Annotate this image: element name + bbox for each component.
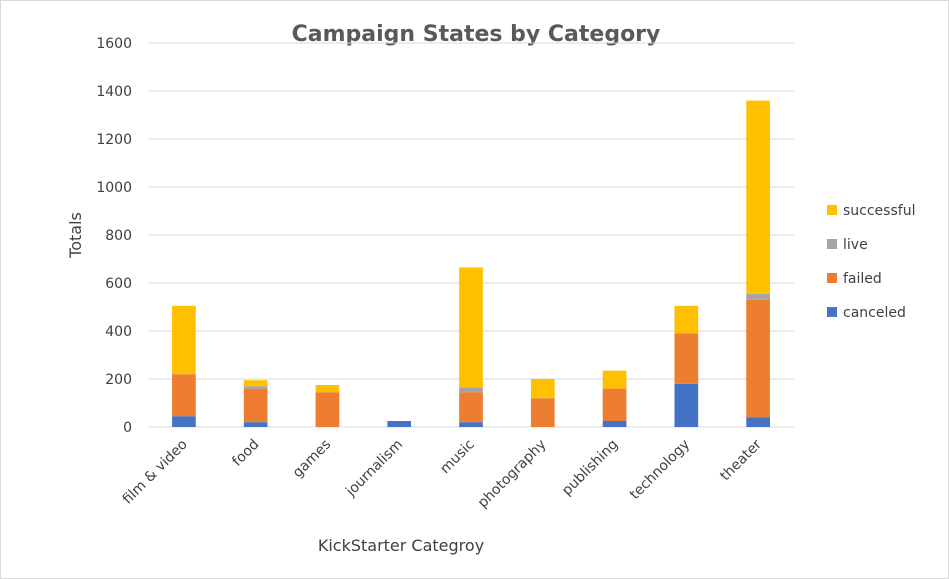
- bar-failed: [530, 398, 555, 427]
- bar-failed: [459, 392, 483, 423]
- y-tick-label: 1600: [96, 36, 132, 52]
- legend-swatch-failed: [827, 273, 837, 283]
- legend-swatch-canceled: [827, 307, 837, 317]
- bar-failed: [674, 333, 699, 384]
- bar-canceled: [602, 421, 627, 427]
- legend-label-live: live: [843, 237, 868, 253]
- legend-label-canceled: canceled: [843, 305, 906, 321]
- x-tick-label: journalism: [342, 437, 406, 501]
- y-axis-title: Totals: [66, 212, 85, 259]
- y-tick-label: 200: [105, 372, 132, 388]
- bar-failed: [602, 388, 627, 421]
- bar-failed: [746, 299, 770, 418]
- x-tick-label: film & video: [120, 437, 191, 508]
- legend-swatch-successful: [827, 205, 837, 215]
- bar-live: [459, 387, 483, 393]
- bar-successful: [315, 385, 340, 393]
- bar-failed: [172, 374, 196, 417]
- y-tick-label: 0: [123, 420, 132, 436]
- y-tick-label: 600: [105, 276, 132, 292]
- bar-canceled: [243, 422, 268, 427]
- bar-canceled: [746, 417, 770, 427]
- x-tick-label: games: [290, 437, 335, 482]
- x-tick-label: photography: [475, 437, 550, 512]
- x-tick-label: music: [437, 437, 478, 478]
- bar-canceled: [387, 421, 412, 427]
- bar-successful: [172, 305, 196, 375]
- bar-successful: [674, 305, 699, 334]
- x-tick-label: publishing: [559, 437, 621, 499]
- bar-canceled: [459, 422, 483, 427]
- y-tick-label: 400: [105, 324, 132, 340]
- bar-successful: [602, 370, 627, 389]
- bar-failed: [315, 392, 340, 427]
- y-tick-label: 1000: [96, 180, 132, 196]
- legend: successful live failed canceled: [827, 203, 915, 321]
- bar-successful: [459, 267, 483, 388]
- y-tick-label: 1200: [96, 132, 132, 148]
- bar-successful: [530, 379, 555, 399]
- bar-live: [243, 386, 268, 389]
- bars: [172, 100, 770, 427]
- y-tick-label: 800: [105, 228, 132, 244]
- bar-canceled: [172, 416, 196, 427]
- bar-live: [746, 293, 770, 300]
- bar-failed: [243, 388, 268, 423]
- x-tick-label: theater: [717, 436, 765, 484]
- legend-swatch-live: [827, 239, 837, 249]
- bar-successful: [746, 100, 770, 294]
- legend-label-failed: failed: [843, 271, 882, 287]
- y-tick-label: 1400: [96, 84, 132, 100]
- x-axis-title: KickStarter Categroy: [318, 536, 484, 555]
- x-axis-ticks: film & video food games journalism musicphot…: [120, 436, 765, 511]
- y-axis-ticks: 0 200 400 600 800 1000 1200 1400 1600: [96, 36, 132, 436]
- legend-label-successful: successful: [843, 203, 915, 219]
- bar-successful: [243, 380, 268, 387]
- x-tick-label: technology: [627, 437, 693, 503]
- bar-canceled: [674, 383, 699, 427]
- x-tick-label: food: [229, 437, 262, 470]
